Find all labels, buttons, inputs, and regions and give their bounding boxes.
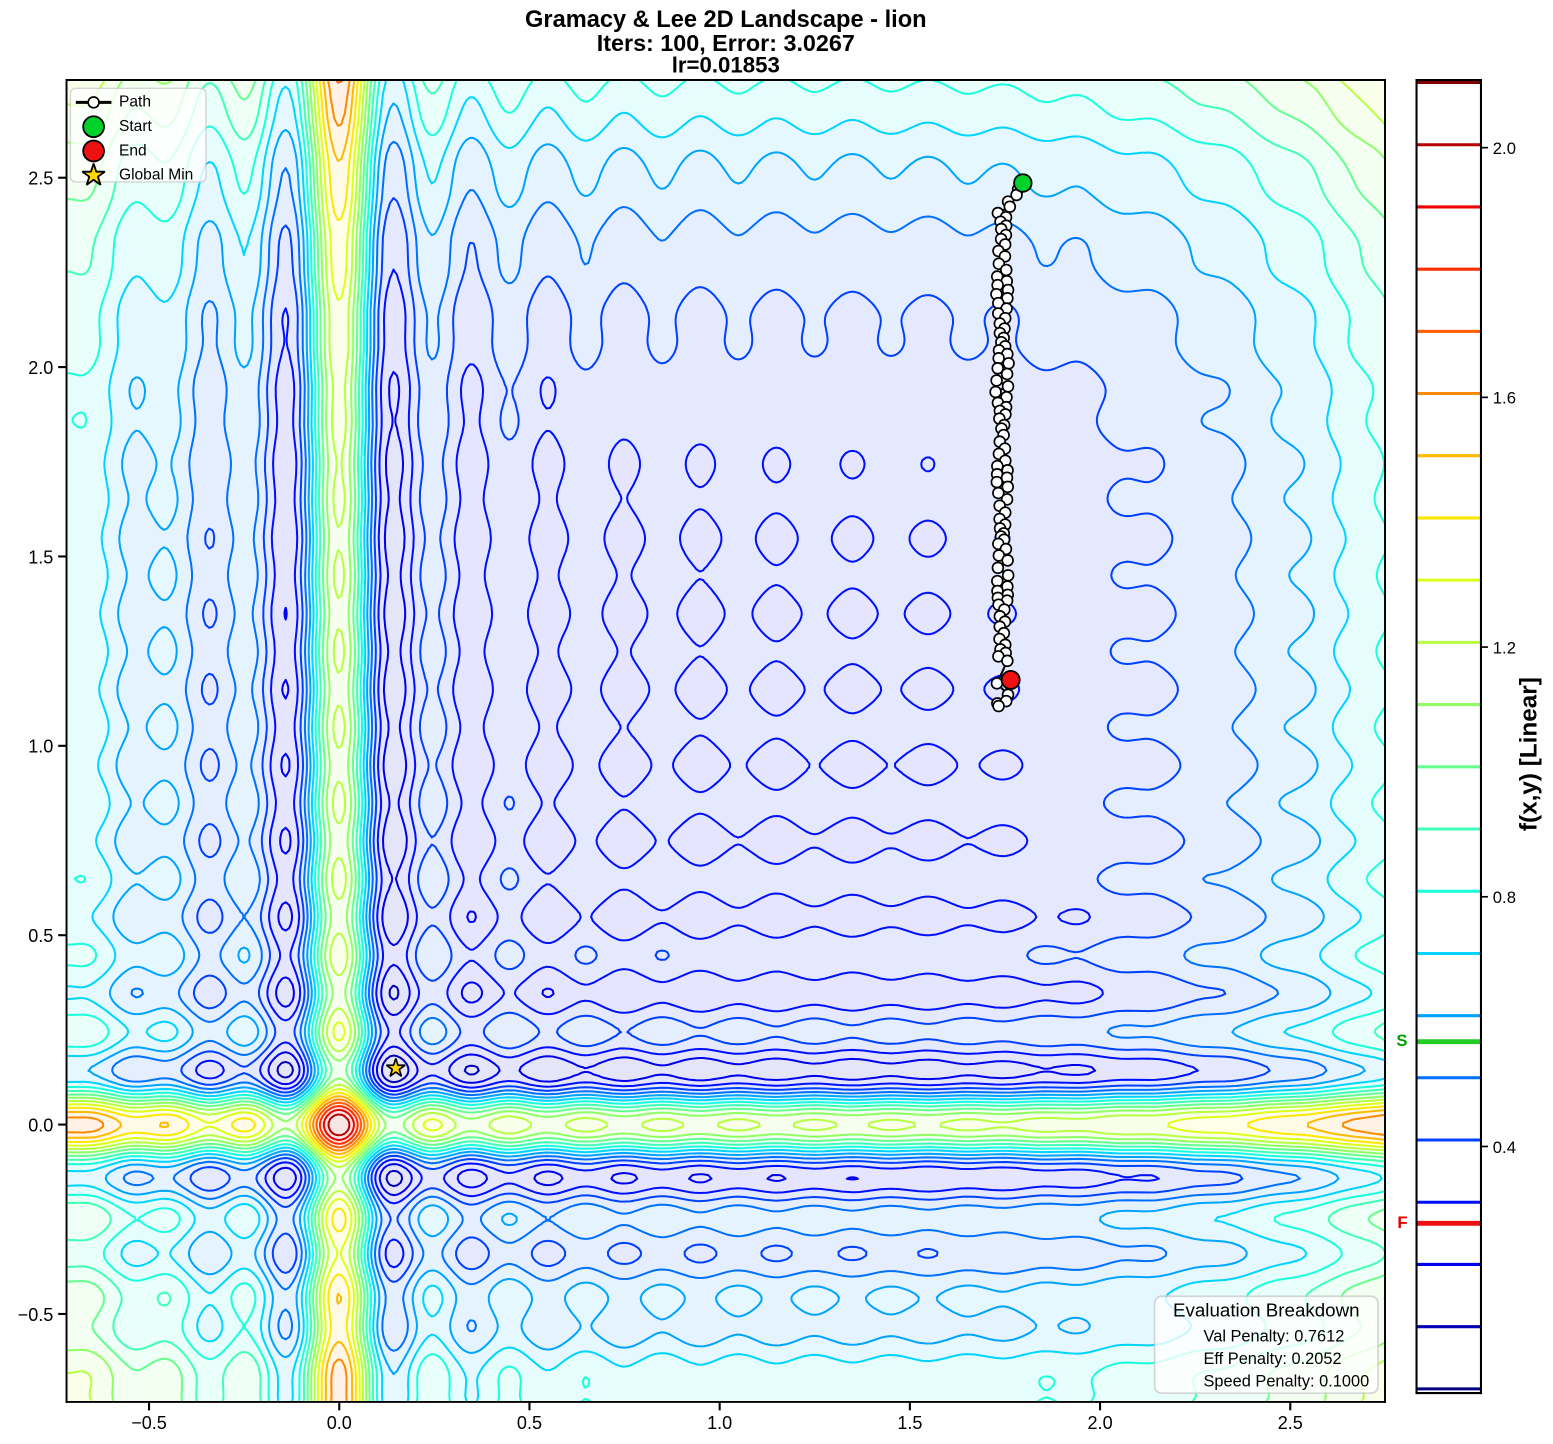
svg-text:1.6: 1.6 xyxy=(1493,389,1516,408)
svg-text:Iters: 100, Error: 3.0267: Iters: 100, Error: 3.0267 xyxy=(597,30,855,56)
svg-text:0.8: 0.8 xyxy=(1493,888,1516,907)
svg-text:0.4: 0.4 xyxy=(1493,1138,1516,1157)
svg-text:0.5: 0.5 xyxy=(28,926,53,946)
svg-text:Gramacy & Lee 2D Landscape - l: Gramacy & Lee 2D Landscape - lion xyxy=(525,7,927,33)
svg-text:Evaluation Breakdown: Evaluation Breakdown xyxy=(1173,1300,1360,1321)
svg-text:1.5: 1.5 xyxy=(897,1413,922,1433)
svg-text:Start: Start xyxy=(119,118,153,135)
svg-text:2.0: 2.0 xyxy=(1493,139,1516,158)
svg-text:2.0: 2.0 xyxy=(28,358,53,378)
svg-text:0.0: 0.0 xyxy=(28,1115,53,1135)
svg-text:2.5: 2.5 xyxy=(1278,1413,1303,1433)
svg-text:Val Penalty: 0.7612: Val Penalty: 0.7612 xyxy=(1204,1328,1345,1346)
svg-text:2.0: 2.0 xyxy=(1088,1413,1113,1433)
svg-text:−0.5: −0.5 xyxy=(131,1413,167,1433)
svg-text:0.5: 0.5 xyxy=(517,1413,542,1433)
svg-text:F: F xyxy=(1397,1213,1407,1232)
svg-text:2.5: 2.5 xyxy=(28,169,53,189)
svg-text:f(x,y) [Linear]: f(x,y) [Linear] xyxy=(1516,677,1543,831)
svg-text:Path: Path xyxy=(119,94,151,111)
svg-text:Speed Penalty: 0.1000: Speed Penalty: 0.1000 xyxy=(1204,1373,1370,1391)
svg-text:0.0: 0.0 xyxy=(327,1413,352,1433)
svg-text:lr=0.01853: lr=0.01853 xyxy=(672,53,780,78)
svg-text:Global Min: Global Min xyxy=(119,167,193,184)
svg-text:−0.5: −0.5 xyxy=(18,1305,54,1325)
svg-text:Eff Penalty: 0.2052: Eff Penalty: 0.2052 xyxy=(1204,1350,1342,1368)
svg-text:1.2: 1.2 xyxy=(1493,638,1516,657)
svg-text:1.0: 1.0 xyxy=(28,737,53,757)
svg-text:1.0: 1.0 xyxy=(707,1413,732,1433)
svg-text:1.5: 1.5 xyxy=(28,547,53,567)
svg-text:End: End xyxy=(119,142,147,159)
svg-text:S: S xyxy=(1396,1031,1407,1050)
